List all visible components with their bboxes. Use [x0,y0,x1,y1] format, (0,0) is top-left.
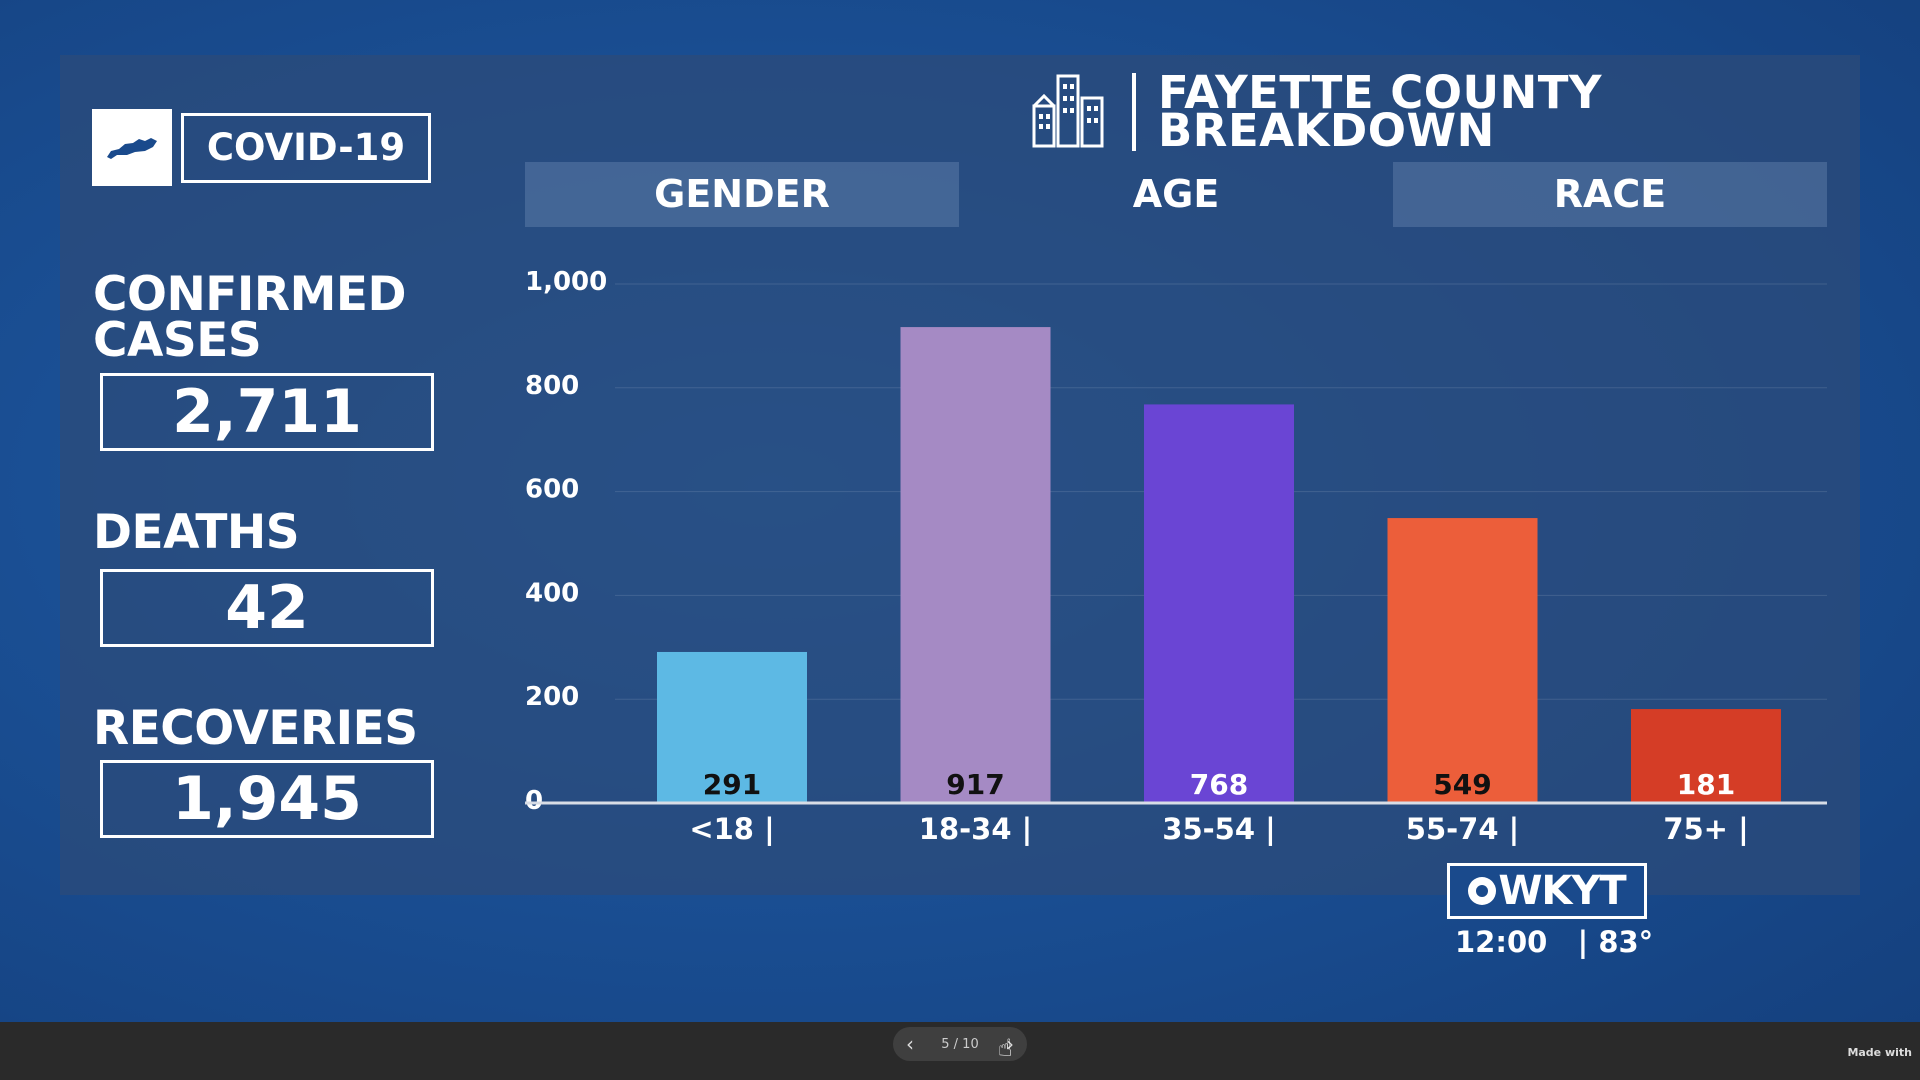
station-bug: WKYT 12:00 | 83° [1447,863,1653,959]
header-title-line1: FAYETTE COUNTY [1158,66,1603,119]
bar-value-label: 917 [946,768,1004,801]
covid-badge: COVID-19 [92,109,431,186]
bar [900,327,1051,802]
y-tick-label: 0 [525,786,543,816]
wkyt-logo: WKYT [1447,863,1647,919]
bar [1631,709,1781,802]
breakdown-header: FAYETTE COUNTY BREAKDOWN [1030,70,1602,154]
wkyt-logo-text: WKYT [1498,868,1626,914]
recoveries-value: 1,945 [100,760,434,838]
covid-label: COVID-19 [181,112,431,183]
cbs-eye-icon [1468,877,1497,905]
header-divider [1132,73,1136,151]
y-tick-label: 800 [525,371,579,401]
bar-value-label: 181 [1677,768,1735,801]
bar-value-label: 549 [1433,768,1491,801]
age-bar-chart: 0 200 400 600 800 1,000 291 <18 | 917 18-34 | 768 3… [525,267,1827,846]
chevron-left-icon: ‹ [906,1032,914,1056]
next-slide-button[interactable]: › [993,1027,1027,1061]
bar-value-label: 291 [703,768,761,801]
header-title-line2: BREAKDOWN [1158,104,1495,157]
deaths-value: 42 [100,569,434,647]
y-tick-label: 1,000 [525,267,607,297]
page-indicator: 5 / 10 [941,1036,979,1052]
slide-pager: ‹ 5 / 10 › [893,1027,1027,1061]
x-tick-label: 75+ | [1663,812,1748,846]
tab-age[interactable]: AGE [1132,172,1220,216]
header-title: FAYETTE COUNTY BREAKDOWN [1158,66,1603,157]
y-tick-label: 400 [525,578,579,608]
broadcast-frame: COVID-19 CONFIRMED CASES 2,711 DEATHS 42… [60,55,1860,959]
temperature-readout: 83° [1598,925,1654,959]
tab-gender[interactable]: GENDER [525,162,959,227]
confirmed-cases-value: 2,711 [100,373,434,451]
temp-divider: | [1577,925,1589,959]
bar [1387,518,1538,802]
bar [1144,404,1294,802]
recoveries-title: RECOVERIES [93,701,418,756]
bar [657,651,807,802]
city-buildings-icon [1030,70,1106,154]
deaths-title: DEATHS [93,505,300,560]
chevron-right-icon: › [1006,1032,1014,1056]
previous-slide-button[interactable]: ‹ [893,1027,927,1061]
hand-cursor-icon: ☝ [998,1034,1013,1062]
y-tick-label: 600 [525,475,579,505]
confirmed-cases-title: CONFIRMED CASES [93,267,406,368]
kentucky-state-icon [92,109,172,186]
x-tick-label: 35-54 | [1162,812,1275,846]
made-with-label: Made with [1847,1046,1912,1059]
x-tick-label: <18 | [689,812,774,846]
x-tick-label: 18-34 | [919,812,1032,846]
tab-race[interactable]: RACE [1393,162,1827,227]
time-readout: 12:00 [1455,925,1548,959]
time-temp: 12:00 | 83° [1447,925,1653,959]
breakdown-tabs: GENDER AGE RACE [525,162,1827,227]
x-tick-label: 55-74 | [1406,812,1519,846]
y-tick-label: 200 [525,682,579,712]
bar-value-label: 768 [1190,768,1248,801]
